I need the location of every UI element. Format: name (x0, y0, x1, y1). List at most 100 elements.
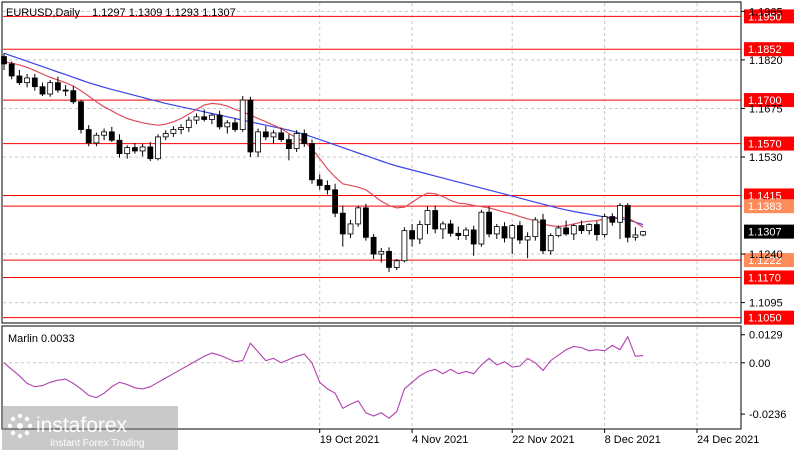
level-label-bg (744, 199, 794, 214)
time-tick-label: 24 Dec 2021 (697, 434, 759, 446)
candle-body (609, 216, 616, 223)
candle-body (178, 127, 185, 130)
candle-body (139, 146, 146, 152)
ohlc-readout: 1.1297 1.1309 1.1293 1.1307 (92, 7, 236, 19)
grid-lines (3, 3, 741, 428)
instaforex-logo-icon (7, 413, 33, 439)
candle-body (517, 225, 523, 241)
level-label-bg (744, 42, 794, 57)
candle-body (455, 232, 462, 237)
candle-body (116, 139, 123, 155)
candle-body (232, 122, 238, 130)
candle-body (640, 231, 646, 236)
ma-slow-line (3, 52, 644, 226)
candle-body (16, 75, 23, 84)
price-tick-label: 1.1965 (749, 6, 783, 18)
candle-body (540, 219, 546, 252)
candle-body (216, 114, 223, 128)
level-label: 1.1050 (748, 313, 782, 325)
candle-body (239, 99, 246, 130)
level-label: 1.1222 (748, 255, 782, 267)
candle-body (55, 82, 61, 91)
candle-body (339, 212, 346, 235)
candle-body (101, 131, 107, 136)
candle-body (447, 223, 454, 234)
candle-body (170, 129, 177, 134)
candle-body (594, 224, 600, 236)
candle-body (393, 260, 400, 268)
watermark-logo: instaforex Instant Forex Trading (2, 406, 178, 450)
level-label: 1.1570 (748, 139, 782, 151)
level-label-bg (744, 188, 794, 203)
candle-body (578, 225, 585, 232)
time-tick-label: 8 Dec 2021 (605, 434, 661, 446)
level-lines: 1.19501.18521.17001.15701.14151.13831.12… (3, 9, 794, 325)
time-axis: 19 Oct 2021 4 Nov 2021 22 Nov 2021 8 Dec 20… (319, 429, 759, 446)
candle-body (278, 132, 285, 140)
candle-body (486, 211, 493, 235)
price-tick-label: 1.1240 (749, 249, 783, 261)
candle-body (147, 146, 154, 160)
candle-body (285, 139, 292, 150)
candle-body (201, 116, 208, 120)
candle-body (524, 236, 531, 241)
candle-body (555, 227, 562, 237)
marlin-indicator: 0.0129 0.00 -0.0236 (3, 330, 786, 421)
candle-body (493, 226, 500, 235)
candle-body (185, 119, 192, 128)
candle-body (108, 131, 115, 141)
candle-body (1, 56, 7, 65)
level-label-bg (744, 310, 794, 325)
candle-body (131, 147, 138, 152)
candle-body (8, 63, 15, 77)
watermark-tagline: Instant Forex Trading (50, 438, 145, 449)
candle-body (316, 179, 323, 186)
candle-body (409, 230, 416, 240)
watermark-brand: instaforex (36, 414, 128, 437)
marlin-title: Marlin 0.0033 (8, 333, 75, 345)
main-panel-frame (1, 1, 742, 324)
moving-averages (3, 52, 644, 228)
candle-body (416, 224, 423, 240)
candle-body (432, 210, 439, 230)
candle-body (370, 236, 377, 255)
price-axis: 1.1965 1.1820 1.1675 1.1530 1.1240 1.1095 (741, 6, 783, 310)
candle-body (324, 185, 331, 191)
candle-body (478, 211, 485, 245)
price-tick-label: 1.1095 (749, 298, 783, 310)
current-price-label: 1.1307 (748, 227, 782, 239)
marlin-tick-label: -0.0236 (749, 409, 786, 421)
candle-body (463, 229, 469, 237)
candle-body (532, 219, 539, 238)
candle-body (378, 250, 385, 255)
indicator-panel-frame (1, 325, 742, 430)
level-label-bg (744, 253, 794, 268)
candle-body (347, 223, 354, 235)
level-label-bg (744, 93, 794, 108)
candle-body (208, 114, 215, 120)
candle-body (193, 116, 200, 121)
candle-body (301, 133, 308, 144)
candle-body (155, 136, 161, 160)
level-label-bg (744, 9, 794, 24)
candle-body (62, 89, 69, 92)
candle-body (270, 132, 277, 138)
marlin-tick-label: 0.0129 (749, 330, 783, 342)
candle-body (309, 143, 315, 181)
candle-body (586, 224, 593, 232)
marlin-tick-label: 0.00 (749, 358, 770, 370)
candle-body (39, 86, 46, 95)
level-label: 1.1852 (748, 44, 782, 56)
level-label: 1.1383 (748, 201, 782, 213)
candle-body (224, 122, 231, 128)
candle-body (255, 131, 262, 153)
candle-body (293, 133, 300, 150)
candle-body (547, 235, 554, 252)
candle-body (362, 207, 369, 238)
candle-body (439, 223, 446, 230)
level-label-bg (744, 136, 794, 151)
candle-body (563, 227, 569, 235)
candle-body (47, 82, 54, 95)
